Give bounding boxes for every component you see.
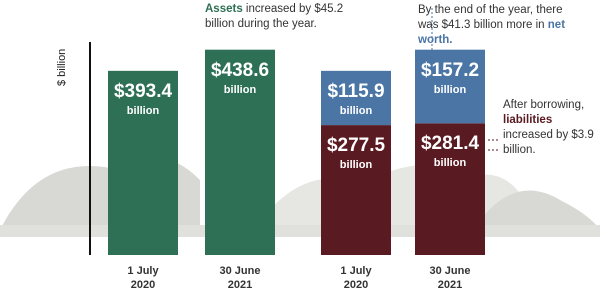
bar bbox=[205, 49, 275, 255]
x-tick-label: 1 July 2020 bbox=[340, 265, 372, 291]
annotation: By the end of the year, there was $41.3 … bbox=[418, 3, 568, 48]
annotation-text: Assets bbox=[205, 3, 243, 15]
annotation-text: increased by $3.9 billion. bbox=[503, 129, 594, 156]
value-unit: billion bbox=[339, 104, 373, 117]
annotation-text: By the end of the year, there was $41.3 … bbox=[418, 4, 563, 31]
annotation-text: increased by $45.2 billion during the ye… bbox=[205, 3, 344, 30]
x-tick-label: 1 July 2020 bbox=[127, 265, 159, 291]
value-unit: billion bbox=[126, 104, 160, 117]
bar bbox=[108, 70, 178, 256]
annotation: Assets increased by $45.2 billion during… bbox=[205, 2, 355, 32]
annotation-text: net worth. bbox=[418, 19, 566, 46]
value-label: $157.2 bbox=[420, 59, 480, 81]
value-unit: billion bbox=[223, 83, 257, 96]
value-label: $438.6 bbox=[210, 59, 270, 81]
y-axis-label: $ billion bbox=[56, 48, 68, 86]
value-label: $277.5 bbox=[326, 135, 386, 157]
annotation-text: After borrowing, bbox=[503, 99, 585, 111]
x-tick-label: 30 June 2021 bbox=[429, 265, 471, 291]
value-unit: billion bbox=[433, 83, 467, 96]
value-label: $393.4 bbox=[113, 80, 173, 102]
value-unit: billion bbox=[339, 159, 373, 172]
bar bbox=[321, 70, 391, 126]
value-label: $115.9 bbox=[327, 80, 385, 102]
value-unit: billion bbox=[433, 157, 467, 170]
x-tick-label: 30 June 2021 bbox=[219, 265, 261, 291]
value-label: $281.4 bbox=[420, 133, 480, 155]
bar bbox=[321, 125, 391, 255]
annotation: After borrowing, liabilities increased b… bbox=[503, 98, 598, 158]
annotation-text: liabilities bbox=[503, 114, 553, 126]
bar bbox=[415, 123, 485, 255]
bar bbox=[415, 49, 485, 124]
